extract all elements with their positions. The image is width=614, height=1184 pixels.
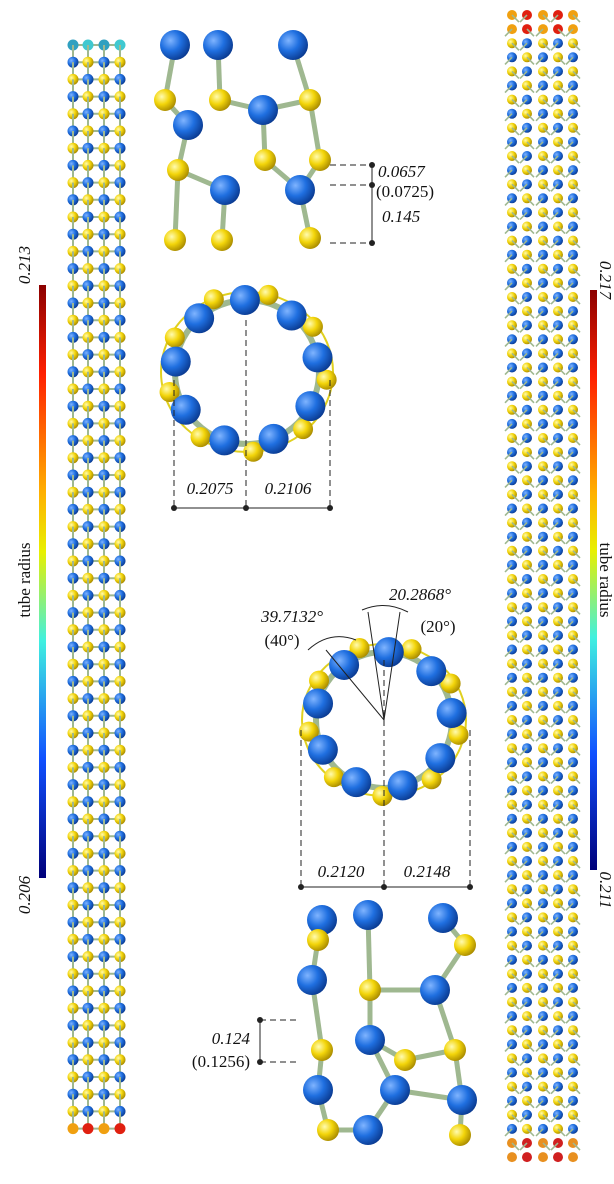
atom (538, 1152, 548, 1162)
atom (165, 328, 185, 348)
atom (303, 342, 333, 372)
atom (211, 229, 233, 251)
atom (309, 671, 329, 691)
atom (191, 427, 211, 447)
atom (449, 1124, 471, 1146)
atom (173, 110, 203, 140)
atom (353, 900, 383, 930)
atom (317, 370, 337, 390)
atom (277, 301, 307, 331)
atom (380, 1075, 410, 1105)
atom (522, 1152, 532, 1162)
atom (425, 743, 455, 773)
atom (568, 1152, 578, 1162)
atom (374, 637, 404, 667)
atoms (68, 10, 581, 1162)
dimension-label: 0.2148 (404, 862, 451, 881)
atom (444, 1039, 466, 1061)
atom (507, 1152, 517, 1162)
atom (353, 1115, 383, 1145)
atom (230, 285, 260, 315)
atom (68, 1123, 79, 1134)
atom (295, 391, 325, 421)
dimension-label: 0.124 (212, 1029, 251, 1048)
atom (394, 1049, 416, 1071)
angle-label: (40°) (264, 631, 299, 650)
atom (154, 89, 176, 111)
atom (161, 347, 191, 377)
atom (553, 1152, 563, 1162)
atom (359, 979, 381, 1001)
atom (248, 95, 278, 125)
colorbar-max: 0.213 (15, 246, 34, 284)
atom (160, 30, 190, 60)
atom (447, 1085, 477, 1115)
atom (420, 975, 450, 1005)
atom (308, 735, 338, 765)
atom (209, 89, 231, 111)
bottom-dimensions: 0.124 (0.1256) (192, 1017, 300, 1071)
dimension-label: 0.2075 (187, 479, 234, 498)
atom (254, 149, 276, 171)
dimension-label: (0.1256) (192, 1052, 250, 1071)
dimension-label: 0.145 (382, 207, 420, 226)
atom (293, 419, 313, 439)
atom (317, 1119, 339, 1141)
atom (428, 903, 458, 933)
atom (454, 934, 476, 956)
colorbar-label: tube radius (15, 542, 34, 617)
atom (83, 1123, 94, 1134)
colorbar-min: 0.206 (15, 875, 34, 914)
atom (341, 767, 371, 797)
atom (278, 30, 308, 60)
atom (259, 424, 289, 454)
atom (388, 770, 418, 800)
atom (311, 1039, 333, 1061)
atom (184, 303, 214, 333)
atom (258, 285, 278, 305)
atom (324, 767, 344, 787)
atom (164, 229, 186, 251)
atom (299, 227, 321, 249)
atom (303, 1075, 333, 1105)
atom (167, 159, 189, 181)
atom (355, 1025, 385, 1055)
right-colorbar (590, 290, 597, 870)
atom (297, 965, 327, 995)
ring2-dimensions: 39.7132° (40°) 20.2868° (20°) 0.2120 0.2… (260, 585, 473, 890)
atom (329, 650, 359, 680)
atom (99, 1123, 110, 1134)
atom (299, 89, 321, 111)
atom (203, 30, 233, 60)
atom (210, 175, 240, 205)
dimension-label: (0.0725) (376, 182, 434, 201)
dimension-label: 0.0657 (378, 162, 426, 181)
atom (171, 395, 201, 425)
atom (309, 149, 331, 171)
atom (437, 698, 467, 728)
left-colorbar (39, 285, 46, 878)
atom (115, 1123, 126, 1134)
colorbar-min: 0.211 (596, 872, 614, 909)
atom (285, 175, 315, 205)
atom (303, 688, 333, 718)
atom (402, 639, 422, 659)
atom (416, 656, 446, 686)
angle-label: (20°) (420, 617, 455, 636)
top-dimensions: 0.0657 (0.0725) 0.145 (330, 162, 434, 246)
atom (307, 929, 329, 951)
colorbar-label: tube radius (596, 542, 614, 617)
figure: 0.213 tube radius 0.206 0.217 tube radiu… (0, 0, 614, 1184)
angle-label: 20.2868° (389, 585, 451, 604)
atom (209, 425, 239, 455)
dimension-label: 0.2120 (318, 862, 365, 881)
dimension-label: 0.2106 (265, 479, 312, 498)
angle-label: 39.7132° (260, 607, 323, 626)
colorbar-max: 0.217 (596, 261, 614, 301)
